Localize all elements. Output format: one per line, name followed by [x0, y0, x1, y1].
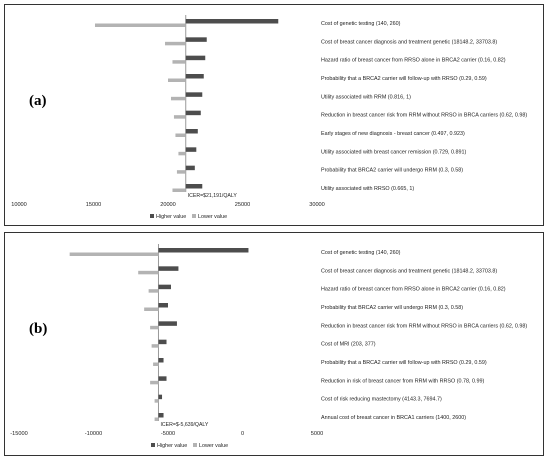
- lower-value-bar: [150, 380, 159, 385]
- lower-value-bar: [168, 78, 186, 82]
- legend-swatch: [150, 214, 154, 218]
- category-label: Probability that a BRCA2 carrier will fo…: [321, 360, 487, 366]
- lower-value-bar: [175, 133, 186, 137]
- lower-value-bar: [138, 270, 159, 275]
- tornado-chart-a: Cost of genetic testing (140, 260) Cost o…: [11, 15, 527, 220]
- x-tick-label: 5000: [311, 431, 323, 437]
- higher-value-bar: [158, 376, 167, 381]
- tornado-panel-a: (a) Cost of genetic testing (140, 260) Co…: [4, 4, 544, 226]
- higher-value-bar: [158, 266, 179, 271]
- higher-value-bar: [158, 284, 171, 290]
- category-label: Hazard ratio of breast cancer from RRSO …: [321, 58, 506, 64]
- category-label: Reduction in risk of breast cancer from …: [321, 378, 484, 384]
- base-case-label: ICER=$-5,639/QALY: [160, 422, 208, 428]
- x-tick-label: 20000: [160, 202, 176, 208]
- legend-label: Higher value: [156, 214, 186, 220]
- legend-label: Lower value: [199, 443, 228, 449]
- higher-value-bar: [158, 394, 163, 400]
- higher-value-bar: [185, 184, 203, 189]
- tornado-panel-b: (b) Cost of genetic testing (140, 260) Co…: [4, 232, 544, 456]
- lower-value-bar: [151, 344, 159, 348]
- x-tick-label: 15000: [86, 202, 102, 208]
- higher-value-bar: [185, 37, 207, 42]
- legend-swatch: [151, 443, 155, 447]
- category-label: Cost of breast cancer diagnosis and trea…: [321, 268, 497, 274]
- panel-label-a: (a): [29, 93, 47, 109]
- higher-value-bar: [158, 303, 168, 308]
- lower-value-bar: [172, 188, 186, 192]
- x-tick-label: 25000: [235, 202, 251, 208]
- category-label: Utility associated with breast cancer re…: [321, 149, 467, 155]
- category-label: Cost of risk reducing mastectomy (4143.3…: [321, 397, 442, 403]
- category-label: Hazard ratio of breast cancer from RRSO …: [321, 287, 506, 293]
- category-label: Cost of genetic testing (140, 260): [321, 250, 401, 256]
- category-label: Cost of MRI (203, 377): [321, 342, 376, 348]
- lower-value-bar: [178, 151, 186, 156]
- higher-value-bar: [158, 339, 167, 345]
- category-label: Utility associated with RRSO (0.665, 1): [321, 186, 414, 192]
- higher-value-bar: [185, 129, 198, 134]
- higher-value-bar: [158, 321, 177, 326]
- higher-value-bar: [185, 165, 195, 171]
- higher-value-bar: [185, 55, 206, 61]
- x-tick-label: 10000: [11, 202, 27, 208]
- lower-value-bar: [170, 96, 186, 101]
- category-label: Probability that BRCA2 carrier will unde…: [321, 305, 463, 311]
- lower-value-bar: [69, 252, 159, 256]
- higher-value-bar: [158, 413, 164, 418]
- higher-value-bar: [158, 358, 164, 363]
- higher-value-bar: [158, 248, 249, 253]
- lower-value-bar: [150, 325, 159, 330]
- higher-value-bar: [185, 92, 203, 97]
- lower-value-bar: [154, 417, 159, 421]
- category-label: Probability that a BRCA2 carrier will fo…: [321, 76, 487, 82]
- tornado-chart-b: Cost of genetic testing (140, 260) Cost o…: [10, 244, 527, 449]
- higher-value-bar: [185, 147, 197, 152]
- higher-value-bar: [185, 110, 201, 116]
- base-case-label: ICER=$21,191/QALY: [188, 193, 238, 199]
- legend-label: Lower value: [198, 214, 227, 220]
- higher-value-bar: [185, 74, 204, 79]
- category-label: Reduction in breast cancer risk from RRM…: [321, 323, 527, 329]
- lower-value-bar: [172, 60, 186, 64]
- category-label: Probability that BRCA2 carrier will unde…: [321, 168, 463, 174]
- x-tick-label: -15000: [10, 431, 27, 437]
- category-label: Cost of breast cancer diagnosis and trea…: [321, 39, 497, 45]
- x-tick-label: -10000: [85, 431, 102, 437]
- category-label: Early stages of new diagnosis - breast c…: [321, 131, 465, 137]
- lower-value-bar: [176, 170, 186, 174]
- higher-value-bar: [185, 19, 279, 24]
- category-label: Annual cost of breast cancer in BRCA1 ca…: [321, 415, 466, 421]
- x-tick-label: -5000: [161, 431, 175, 437]
- lower-value-bar: [148, 289, 159, 293]
- category-label: Cost of genetic testing (140, 260): [321, 21, 401, 27]
- legend-swatch: [192, 214, 196, 218]
- panel-label-b: (b): [29, 321, 48, 337]
- category-label: Reduction in breast cancer risk from RRM…: [321, 113, 527, 119]
- legend-label: Higher value: [157, 443, 187, 449]
- x-tick-label: 30000: [309, 202, 325, 208]
- lower-value-bar: [94, 23, 186, 27]
- lower-value-bar: [173, 115, 186, 119]
- lower-value-bar: [153, 362, 159, 366]
- legend-swatch: [193, 443, 197, 447]
- x-tick-label: 0: [241, 431, 244, 437]
- lower-value-bar: [165, 41, 186, 46]
- category-label: Utility associated with RRM (0.816, 1): [321, 94, 411, 100]
- lower-value-bar: [154, 399, 159, 403]
- lower-value-bar: [144, 307, 159, 311]
